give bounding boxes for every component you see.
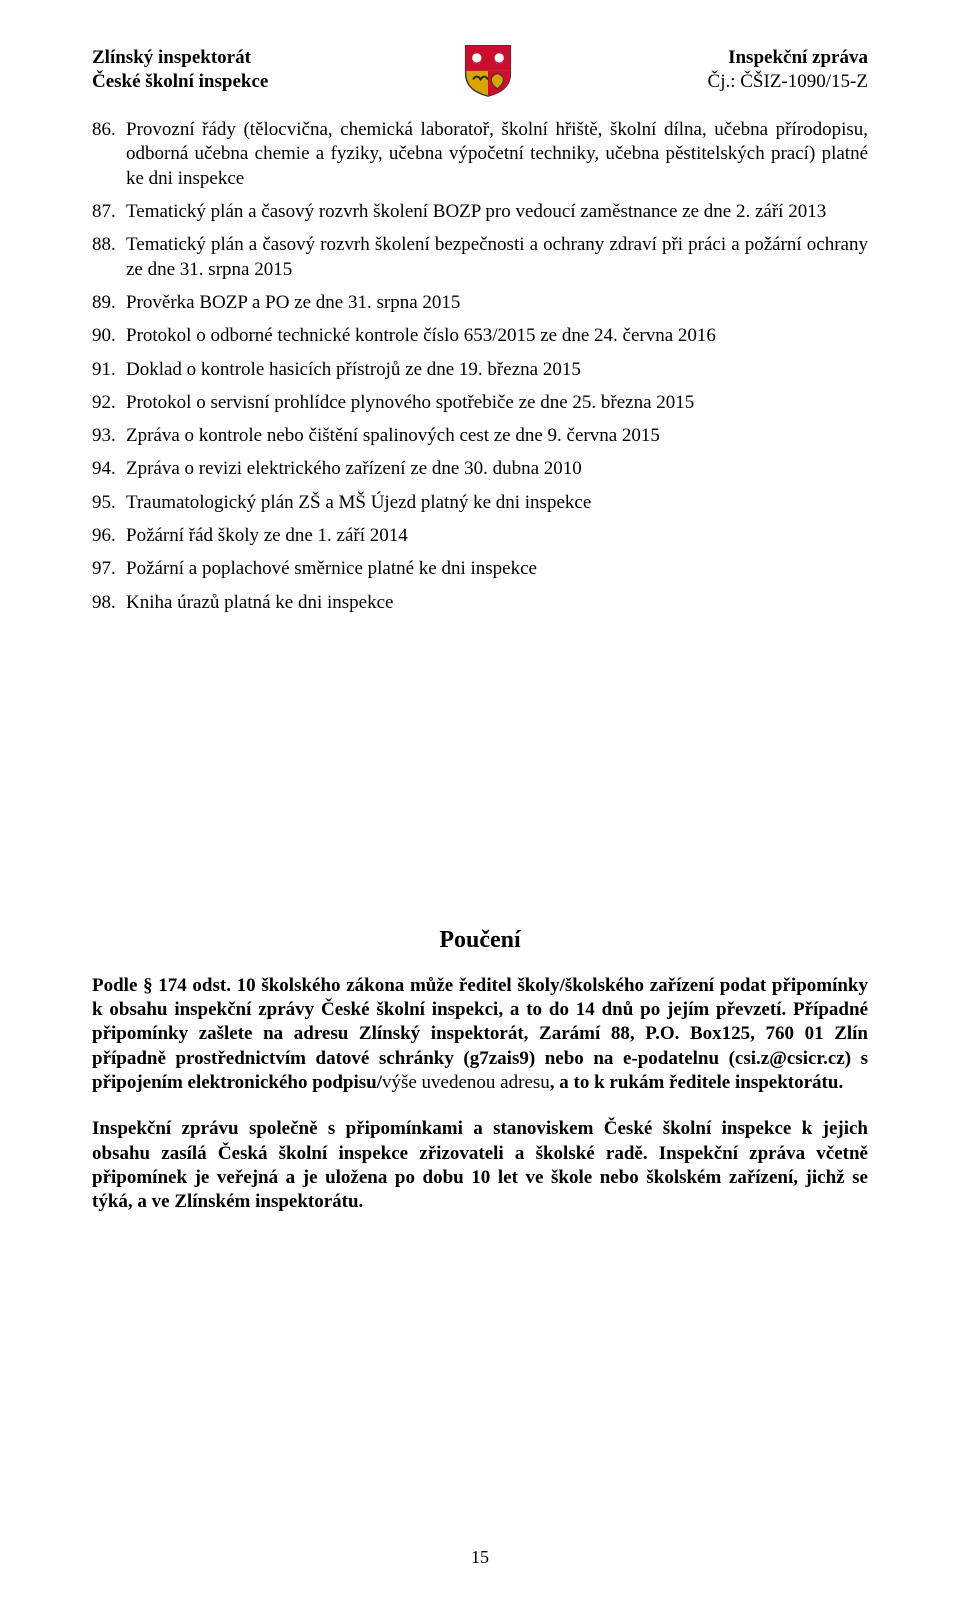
list-item: 93.Zpráva o kontrole nebo čištění spalin… (92, 424, 868, 448)
item-text: Tematický plán a časový rozvrh školení B… (126, 200, 868, 224)
list-item: 92.Protokol o servisní prohlídce plynové… (92, 391, 868, 415)
page-number: 15 (0, 1546, 960, 1569)
list-item: 91.Doklad o kontrole hasicích přístrojů … (92, 358, 868, 382)
item-number: 87. (92, 200, 126, 224)
item-text: Požární a poplachové směrnice platné ke … (126, 557, 868, 581)
header-right-line1: Inspekční zpráva (728, 46, 868, 70)
list-item: 95.Traumatologický plán ZŠ a MŠ Újezd pl… (92, 491, 868, 515)
list-item: 96.Požární řád školy ze dne 1. září 2014 (92, 524, 868, 548)
page: Zlínský inspektorát České školní inspekc… (0, 0, 960, 1601)
item-number: 89. (92, 291, 126, 315)
coat-of-arms-icon (460, 42, 516, 98)
list-item: 87.Tematický plán a časový rozvrh školen… (92, 200, 868, 224)
item-text: Zpráva o kontrole nebo čištění spalinový… (126, 424, 868, 448)
item-number: 97. (92, 557, 126, 581)
section-title: Poučení (92, 925, 868, 956)
item-text: Traumatologický plán ZŠ a MŠ Újezd platn… (126, 491, 868, 515)
item-number: 91. (92, 358, 126, 382)
item-text: Požární řád školy ze dne 1. září 2014 (126, 524, 868, 548)
item-text: Tematický plán a časový rozvrh školení b… (126, 233, 868, 282)
item-text: Provozní řády (tělocvična, chemická labo… (126, 118, 868, 191)
item-number: 90. (92, 324, 126, 348)
item-text: Protokol o odborné technické kontrole čí… (126, 324, 868, 348)
numbered-list: 86.Provozní řády (tělocvična, chemická l… (92, 118, 868, 615)
list-item: 97.Požární a poplachové směrnice platné … (92, 557, 868, 581)
list-item: 90.Protokol o odborné technické kontrole… (92, 324, 868, 348)
item-number: 94. (92, 457, 126, 481)
header-right-line2: Čj.: ČŠIZ-1090/15-Z (708, 70, 868, 94)
item-text: Prověrka BOZP a PO ze dne 31. srpna 2015 (126, 291, 868, 315)
list-item: 89.Prověrka BOZP a PO ze dne 31. srpna 2… (92, 291, 868, 315)
header-left-line1: Zlínský inspektorát (92, 46, 268, 70)
item-text: Kniha úrazů platná ke dni inspekce (126, 591, 868, 615)
paragraph-1: Podle § 174 odst. 10 školského zákona mů… (92, 974, 868, 1096)
para1-plain: výše uvedenou adresu (382, 1072, 550, 1093)
item-number: 95. (92, 491, 126, 515)
list-item: 88.Tematický plán a časový rozvrh školen… (92, 233, 868, 282)
item-number: 92. (92, 391, 126, 415)
item-number: 96. (92, 524, 126, 548)
page-header: Zlínský inspektorát České školní inspekc… (92, 46, 868, 98)
list-item: 98.Kniha úrazů platná ke dni inspekce (92, 591, 868, 615)
item-number: 86. (92, 118, 126, 191)
para1-bold-part2: , a to k rukám ředitele inspektorátu. (550, 1072, 843, 1093)
header-right: Inspekční zpráva Čj.: ČŠIZ-1090/15-Z (708, 46, 868, 95)
item-text: Doklad o kontrole hasicích přístrojů ze … (126, 358, 868, 382)
header-left-line2: České školní inspekce (92, 70, 268, 94)
list-item: 94.Zpráva o revizi elektrického zařízení… (92, 457, 868, 481)
header-left: Zlínský inspektorát České školní inspekc… (92, 46, 268, 95)
item-number: 88. (92, 233, 126, 282)
item-text: Protokol o servisní prohlídce plynového … (126, 391, 868, 415)
item-text: Zpráva o revizi elektrického zařízení ze… (126, 457, 868, 481)
item-number: 93. (92, 424, 126, 448)
item-number: 98. (92, 591, 126, 615)
paragraph-2: Inspekční zprávu společně s připomínkami… (92, 1117, 868, 1214)
list-item: 86.Provozní řády (tělocvična, chemická l… (92, 118, 868, 191)
